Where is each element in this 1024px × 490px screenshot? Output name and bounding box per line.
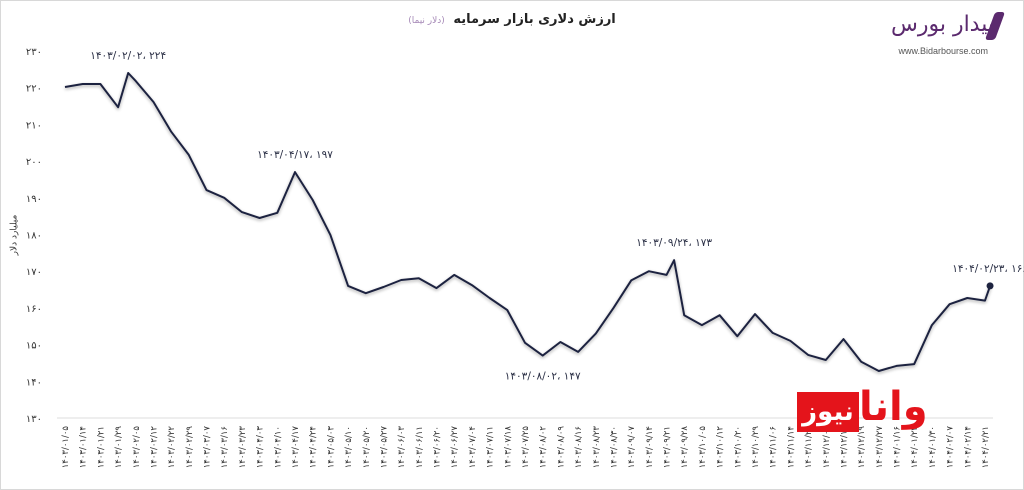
x-tick-label: ۱۴۰۳/۰۸/۰۹ (556, 426, 566, 469)
x-tick-label: ۱۴۰۳/۰۹/۲۸ (680, 426, 690, 469)
x-tick-label: ۱۴۰۳/۰۱/۰۵ (61, 426, 71, 469)
x-tick-label: ۱۴۰۳/۰۲/۲۹ (185, 426, 195, 469)
x-tick-label: ۱۴۰۳/۰۴/۲۴ (309, 426, 319, 468)
peak-annotation: ۱۴۰۳/۰۴/۱۷، ۱۹۷ (257, 149, 333, 161)
watermark-text: وانا (859, 384, 928, 430)
y-tick-label: ۱۳۰ (26, 414, 42, 425)
y-tick-label: ۱۵۰ (26, 341, 42, 352)
y-tick-label: ۱۹۰ (26, 194, 42, 205)
x-tick-label: ۱۴۰۴/۰۲/۲۱ (981, 426, 991, 468)
chart-title: ارزش دلاری بازار سرمایه (دلار نیما) (0, 12, 1024, 27)
x-tick-label: ۱۴۰۳/۰۵/۲۷ (379, 426, 389, 469)
x-tick-label: ۱۴۰۳/۰۶/۰۳ (397, 426, 407, 469)
x-tick-label: ۱۴۰۳/۱۲/۱۱ (839, 426, 849, 468)
x-tick-label: ۱۴۰۳/۱۱/۲۳ (804, 426, 814, 469)
x-tick-label: ۱۴۰۳/۰۴/۰۳ (256, 426, 266, 469)
x-tick-label: ۱۴۰۳/۰۸/۱۶ (574, 426, 584, 468)
x-tick-label: ۱۴۰۳/۰۹/۱۴ (645, 426, 655, 468)
x-tick-label: ۱۴۰۳/۰۸/۳۰ (609, 426, 619, 468)
x-tick-label: ۱۴۰۴/۰۲/۱۴ (963, 426, 973, 468)
x-tick-label: ۱۴۰۳/۱۲/۱۹ (857, 426, 867, 469)
x-tick-label: ۱۴۰۴/۰۱/۳۰ (928, 426, 938, 468)
x-tick-label: ۱۴۰۳/۰۶/۱۱ (415, 426, 425, 468)
y-tick-label: ۲۱۰ (26, 120, 42, 131)
x-tick-label: ۱۴۰۳/۰۷/۱۸ (503, 426, 513, 469)
x-tick-label: ۱۴۰۳/۰۷/۰۴ (468, 426, 478, 468)
x-tick-label: ۱۴۰۳/۰۶/۲۷ (450, 426, 460, 469)
series-line (64, 72, 992, 372)
x-tick-label: ۱۴۰۳/۰۴/۱۷ (291, 426, 301, 469)
y-tick-label: ۲۳۰ (26, 47, 42, 58)
x-tick-label: ۱۴۰۳/۰۸/۲۳ (592, 426, 602, 469)
x-tick-label: ۱۴۰۴/۰۱/۱۶ (893, 426, 903, 468)
x-tick-label: ۱۴۰۳/۰۲/۱۲ (149, 426, 159, 469)
y-tick-label: ۱۷۰ (26, 267, 42, 278)
x-tick-label: ۱۴۰۳/۰۲/۰۵ (132, 426, 142, 469)
x-tick-label: ۱۴۰۳/۰۳/۲۳ (238, 426, 248, 469)
x-tick-label: ۱۴۰۳/۰۱/۲۹ (114, 426, 124, 469)
x-tick-label: ۱۴۰۴/۰۱/۲۳ (910, 426, 920, 469)
x-tick-label: ۱۴۰۳/۰۸/۰۲ (539, 426, 549, 469)
y-tick-label: ۲۲۰ (26, 84, 42, 95)
end-point-marker (986, 282, 994, 290)
x-tick-label: ۱۴۰۳/۱۱/۰۶ (769, 426, 779, 468)
x-tick-label: ۱۴۰۳/۰۷/۲۵ (521, 426, 531, 469)
vananews-watermark: نیوز وانا (797, 384, 931, 436)
x-tick-label: ۱۴۰۳/۰۴/۱۰ (273, 426, 283, 468)
x-tick-label: ۱۴۰۳/۰۲/۲۲ (167, 426, 177, 469)
x-tick-label: ۱۴۰۳/۰۳/۱۶ (220, 426, 230, 468)
x-tick-label: ۱۴۰۳/۱۲/۰۳ (822, 426, 832, 469)
x-tick-label: ۱۴۰۴/۰۲/۰۷ (946, 426, 956, 469)
y-tick-label: ۱۶۰ (26, 304, 42, 315)
x-tick-label: ۱۴۰۳/۰۵/۲۰ (362, 426, 372, 468)
y-tick-label: ۱۸۰ (26, 231, 42, 242)
peak-annotation: ۱۴۰۳/۰۸/۰۲، ۱۴۷ (505, 371, 581, 383)
peak-annotation: ۱۴۰۳/۰۹/۲۴، ۱۷۳ (636, 237, 712, 249)
bidarbourse-logo: بیدار بورس www.Bidarbourse.com (844, 6, 1006, 62)
y-tick-label: ۲۰۰ (26, 157, 42, 168)
x-tick-label: ۱۴۰۳/۱۲/۲۷ (875, 426, 885, 469)
logo-name: بیدار بورس (890, 12, 994, 37)
x-tick-label: ۱۴۰۳/۱۰/۲۹ (751, 426, 761, 469)
peak-annotation: ۱۴۰۳/۰۲/۰۲، ۲۲۴ (90, 50, 166, 62)
x-tick-label: ۱۴۰۳/۰۳/۰۷ (203, 426, 213, 469)
logo-url: www.Bidarbourse.com (898, 46, 988, 56)
title-text: ارزش دلاری بازار سرمایه (453, 12, 616, 27)
y-tick-label: ۱۴۰ (26, 377, 42, 388)
x-tick-label: ۱۴۰۳/۰۷/۱۱ (486, 426, 496, 468)
x-tick-label: ۱۴۰۳/۰۹/۰۷ (627, 426, 637, 469)
x-tick-label: ۱۴۰۳/۱۱/۱۴ (786, 426, 796, 468)
x-tick-label: ۱۴۰۳/۱۰/۱۲ (716, 426, 726, 469)
x-tick-label: ۱۴۰۳/۰۱/۱۴ (79, 426, 89, 468)
x-tick-label: ۱۴۰۳/۱۰/۲۰ (733, 426, 743, 468)
x-tick-label: ۱۴۰۳/۰۶/۲۰ (433, 426, 443, 468)
x-tick-label: ۱۴۰۳/۰۹/۲۱ (663, 426, 673, 468)
title-subtitle: (دلار نیما) (408, 16, 445, 26)
peak-annotation: ۱۴۰۴/۰۲/۲۳، ۱۶۶ (952, 263, 1024, 275)
x-tick-label: ۱۴۰۳/۰۵/۰۳ (326, 426, 336, 469)
x-tick-label: ۱۴۰۳/۰۱/۲۱ (96, 426, 106, 468)
x-tick-label: ۱۴۰۳/۱۰/۰۵ (698, 426, 708, 469)
watermark-box: نیوز (797, 392, 859, 432)
x-tick-label: ۱۴۰۳/۰۵/۱۰ (344, 426, 354, 468)
